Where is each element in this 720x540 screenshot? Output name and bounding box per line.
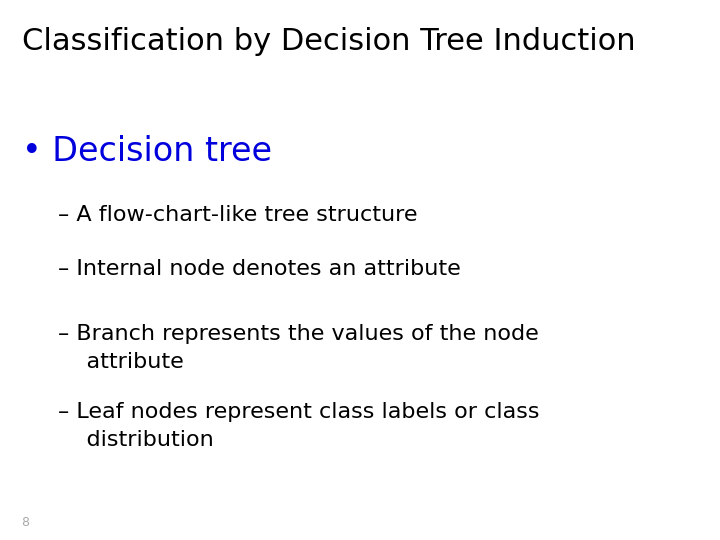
Text: – Branch represents the values of the node
    attribute: – Branch represents the values of the no… xyxy=(58,324,539,372)
Text: – Leaf nodes represent class labels or class
    distribution: – Leaf nodes represent class labels or c… xyxy=(58,402,539,450)
Text: Classification by Decision Tree Induction: Classification by Decision Tree Inductio… xyxy=(22,27,635,56)
Text: – A flow-chart-like tree structure: – A flow-chart-like tree structure xyxy=(58,205,417,225)
Text: • Decision tree: • Decision tree xyxy=(22,135,271,168)
Text: 8: 8 xyxy=(22,516,30,529)
Text: – Internal node denotes an attribute: – Internal node denotes an attribute xyxy=(58,259,460,279)
